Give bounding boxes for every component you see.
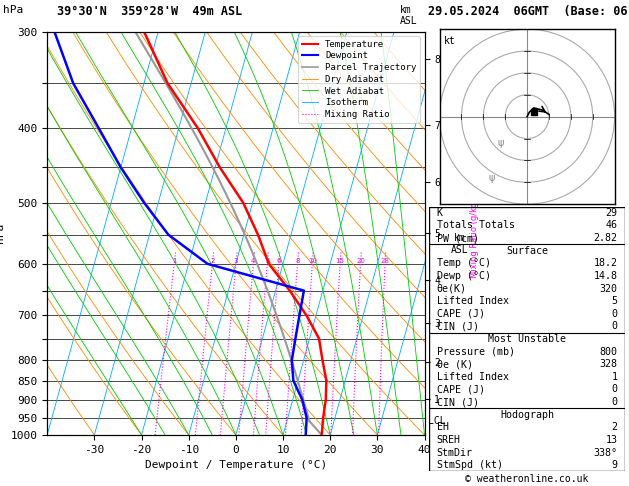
Text: θe(K): θe(K): [437, 283, 467, 294]
Text: Hodograph: Hodograph: [500, 410, 554, 420]
Text: SREH: SREH: [437, 435, 461, 445]
Text: CIN (J): CIN (J): [437, 397, 479, 407]
Text: 0: 0: [611, 384, 618, 395]
Text: Lifted Index: Lifted Index: [437, 372, 509, 382]
Text: 0: 0: [611, 321, 618, 331]
Text: Mixing Ratio (g/kg): Mixing Ratio (g/kg): [470, 198, 479, 278]
Text: 0: 0: [611, 397, 618, 407]
Text: LCL: LCL: [428, 417, 446, 426]
Text: 18.2: 18.2: [593, 258, 618, 268]
Text: 29.05.2024  06GMT  (Base: 06): 29.05.2024 06GMT (Base: 06): [428, 5, 629, 18]
Y-axis label: hPa: hPa: [0, 223, 5, 243]
Text: 4: 4: [251, 259, 255, 264]
Text: CAPE (J): CAPE (J): [437, 384, 485, 395]
Text: 29: 29: [605, 208, 618, 218]
Text: CAPE (J): CAPE (J): [437, 309, 485, 319]
Text: θe (K): θe (K): [437, 359, 473, 369]
Text: 1: 1: [611, 372, 618, 382]
Text: EH: EH: [437, 422, 449, 432]
Text: 338°: 338°: [593, 448, 618, 457]
Text: hPa: hPa: [3, 5, 23, 15]
Text: ψ: ψ: [489, 173, 495, 183]
Text: kt: kt: [444, 35, 456, 46]
Y-axis label: km
ASL: km ASL: [451, 233, 469, 255]
Text: Lifted Index: Lifted Index: [437, 296, 509, 306]
Text: 39°30'N  359°28'W  49m ASL: 39°30'N 359°28'W 49m ASL: [57, 5, 242, 18]
Text: 3: 3: [234, 259, 238, 264]
Text: K: K: [437, 208, 443, 218]
Text: 10: 10: [308, 259, 317, 264]
Text: 0: 0: [611, 309, 618, 319]
Text: Surface: Surface: [506, 246, 548, 256]
Text: 14.8: 14.8: [593, 271, 618, 281]
Text: 28: 28: [381, 259, 389, 264]
Text: 800: 800: [599, 347, 618, 357]
X-axis label: Dewpoint / Temperature (°C): Dewpoint / Temperature (°C): [145, 460, 327, 470]
Text: CIN (J): CIN (J): [437, 321, 479, 331]
Text: km
ASL: km ASL: [399, 5, 417, 26]
Text: 15: 15: [336, 259, 345, 264]
Text: StmDir: StmDir: [437, 448, 473, 457]
Text: StmSpd (kt): StmSpd (kt): [437, 460, 503, 470]
Text: 46: 46: [605, 221, 618, 230]
Text: 6: 6: [277, 259, 281, 264]
Text: ψ: ψ: [498, 138, 504, 148]
Text: 1: 1: [172, 259, 176, 264]
Text: Dewp (°C): Dewp (°C): [437, 271, 491, 281]
Text: 328: 328: [599, 359, 618, 369]
Text: 13: 13: [605, 435, 618, 445]
Text: 2: 2: [210, 259, 214, 264]
Text: Temp (°C): Temp (°C): [437, 258, 491, 268]
Text: 2.82: 2.82: [593, 233, 618, 243]
Text: 5: 5: [611, 296, 618, 306]
Text: 8: 8: [295, 259, 299, 264]
Text: 2: 2: [611, 422, 618, 432]
Text: 9: 9: [611, 460, 618, 470]
Text: © weatheronline.co.uk: © weatheronline.co.uk: [465, 473, 589, 484]
Text: Most Unstable: Most Unstable: [488, 334, 566, 344]
Text: PW (cm): PW (cm): [437, 233, 479, 243]
Text: 320: 320: [599, 283, 618, 294]
Text: 20: 20: [356, 259, 365, 264]
Legend: Temperature, Dewpoint, Parcel Trajectory, Dry Adiabat, Wet Adiabat, Isotherm, Mi: Temperature, Dewpoint, Parcel Trajectory…: [298, 36, 420, 122]
Text: 5: 5: [265, 259, 269, 264]
Text: Totals Totals: Totals Totals: [437, 221, 515, 230]
Text: Pressure (mb): Pressure (mb): [437, 347, 515, 357]
